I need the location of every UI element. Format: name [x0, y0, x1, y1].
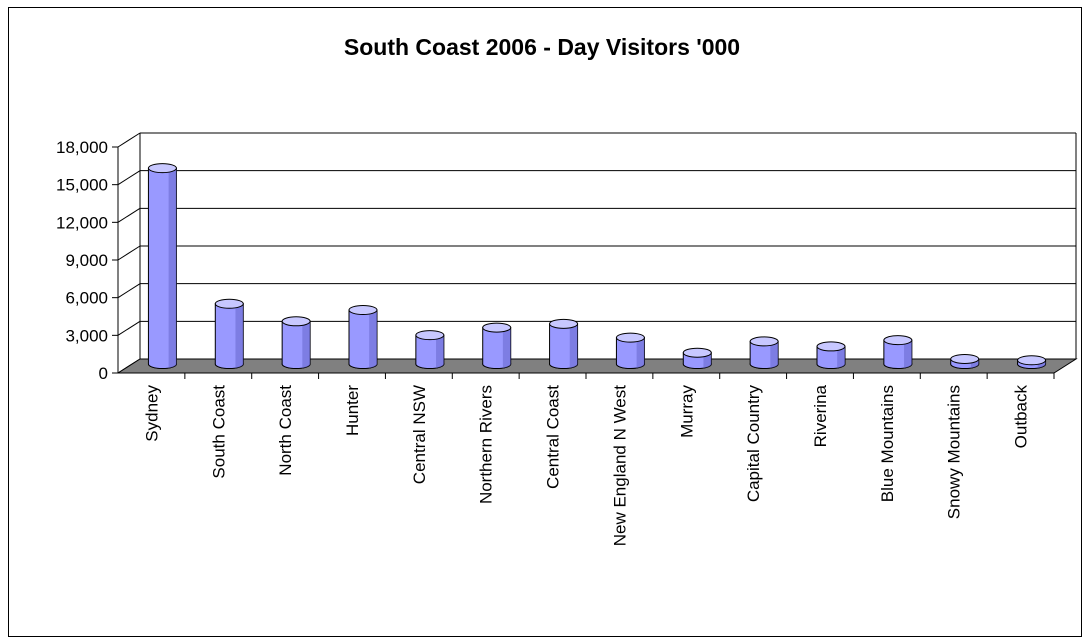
bar-top — [615, 332, 645, 343]
x-tick-label: Sydney — [142, 385, 161, 442]
bar-top — [950, 353, 980, 364]
bar-shade — [502, 327, 511, 368]
chart-title: South Coast 2006 - Day Visitors '000 — [343, 34, 741, 60]
gridline-side — [117, 283, 141, 299]
x-tick-label: Snowy Mountains — [945, 385, 964, 519]
bar-top — [482, 322, 512, 333]
bar-top — [415, 330, 445, 341]
x-tick-label: Blue Mountains — [878, 385, 897, 502]
x-tick-label: Central NSW — [410, 385, 429, 484]
gridline-side — [117, 207, 141, 223]
bar-shade — [904, 340, 912, 368]
gridline-side — [117, 170, 141, 186]
bar-shade — [235, 303, 244, 368]
bar-shade — [770, 341, 779, 368]
bar-top — [816, 341, 846, 352]
bar-shade — [369, 310, 377, 368]
bar-shade — [302, 321, 311, 368]
bar-top — [682, 347, 712, 358]
x-tick-label: Northern Rivers — [477, 385, 496, 504]
y-tick-label: 12,000 — [56, 213, 108, 232]
y-tick-label: 15,000 — [56, 176, 108, 195]
chart-frame — [8, 7, 1082, 637]
bar-shade — [837, 346, 845, 368]
x-tick-label: New England N West — [610, 385, 629, 547]
bar-top — [549, 318, 579, 329]
bar-top — [214, 298, 244, 309]
y-tick-label: 3,000 — [65, 326, 108, 345]
gridline-side — [117, 320, 141, 336]
bar-top — [147, 163, 177, 174]
bar-top — [348, 305, 378, 316]
bar-shade — [168, 168, 177, 368]
x-tick-label: Riverina — [811, 384, 830, 447]
y-tick-label: 0 — [99, 364, 108, 383]
bar-shade — [636, 337, 645, 368]
x-tick-label: South Coast — [209, 385, 228, 479]
bar-top — [749, 336, 779, 347]
x-tick-label: Hunter — [343, 385, 362, 436]
bar-shade — [569, 323, 578, 368]
chart-floor — [116, 358, 1078, 374]
gridline-side — [117, 245, 141, 261]
y-tick-label: 18,000 — [56, 138, 108, 157]
gridline-side — [117, 132, 141, 148]
x-tick-label: North Coast — [276, 385, 295, 476]
x-tick-label: Central Coast — [544, 385, 563, 489]
bar-shade — [436, 335, 444, 368]
bar-top — [281, 316, 311, 327]
x-tick-label: Outback — [1012, 385, 1031, 449]
bar-top — [883, 335, 913, 346]
x-tick-label: Capital Country — [744, 385, 763, 503]
bar-top — [1017, 355, 1047, 366]
x-tick-label: Murray — [677, 385, 696, 438]
y-tick-label: 9,000 — [65, 251, 108, 270]
y-tick-label: 6,000 — [65, 289, 108, 308]
